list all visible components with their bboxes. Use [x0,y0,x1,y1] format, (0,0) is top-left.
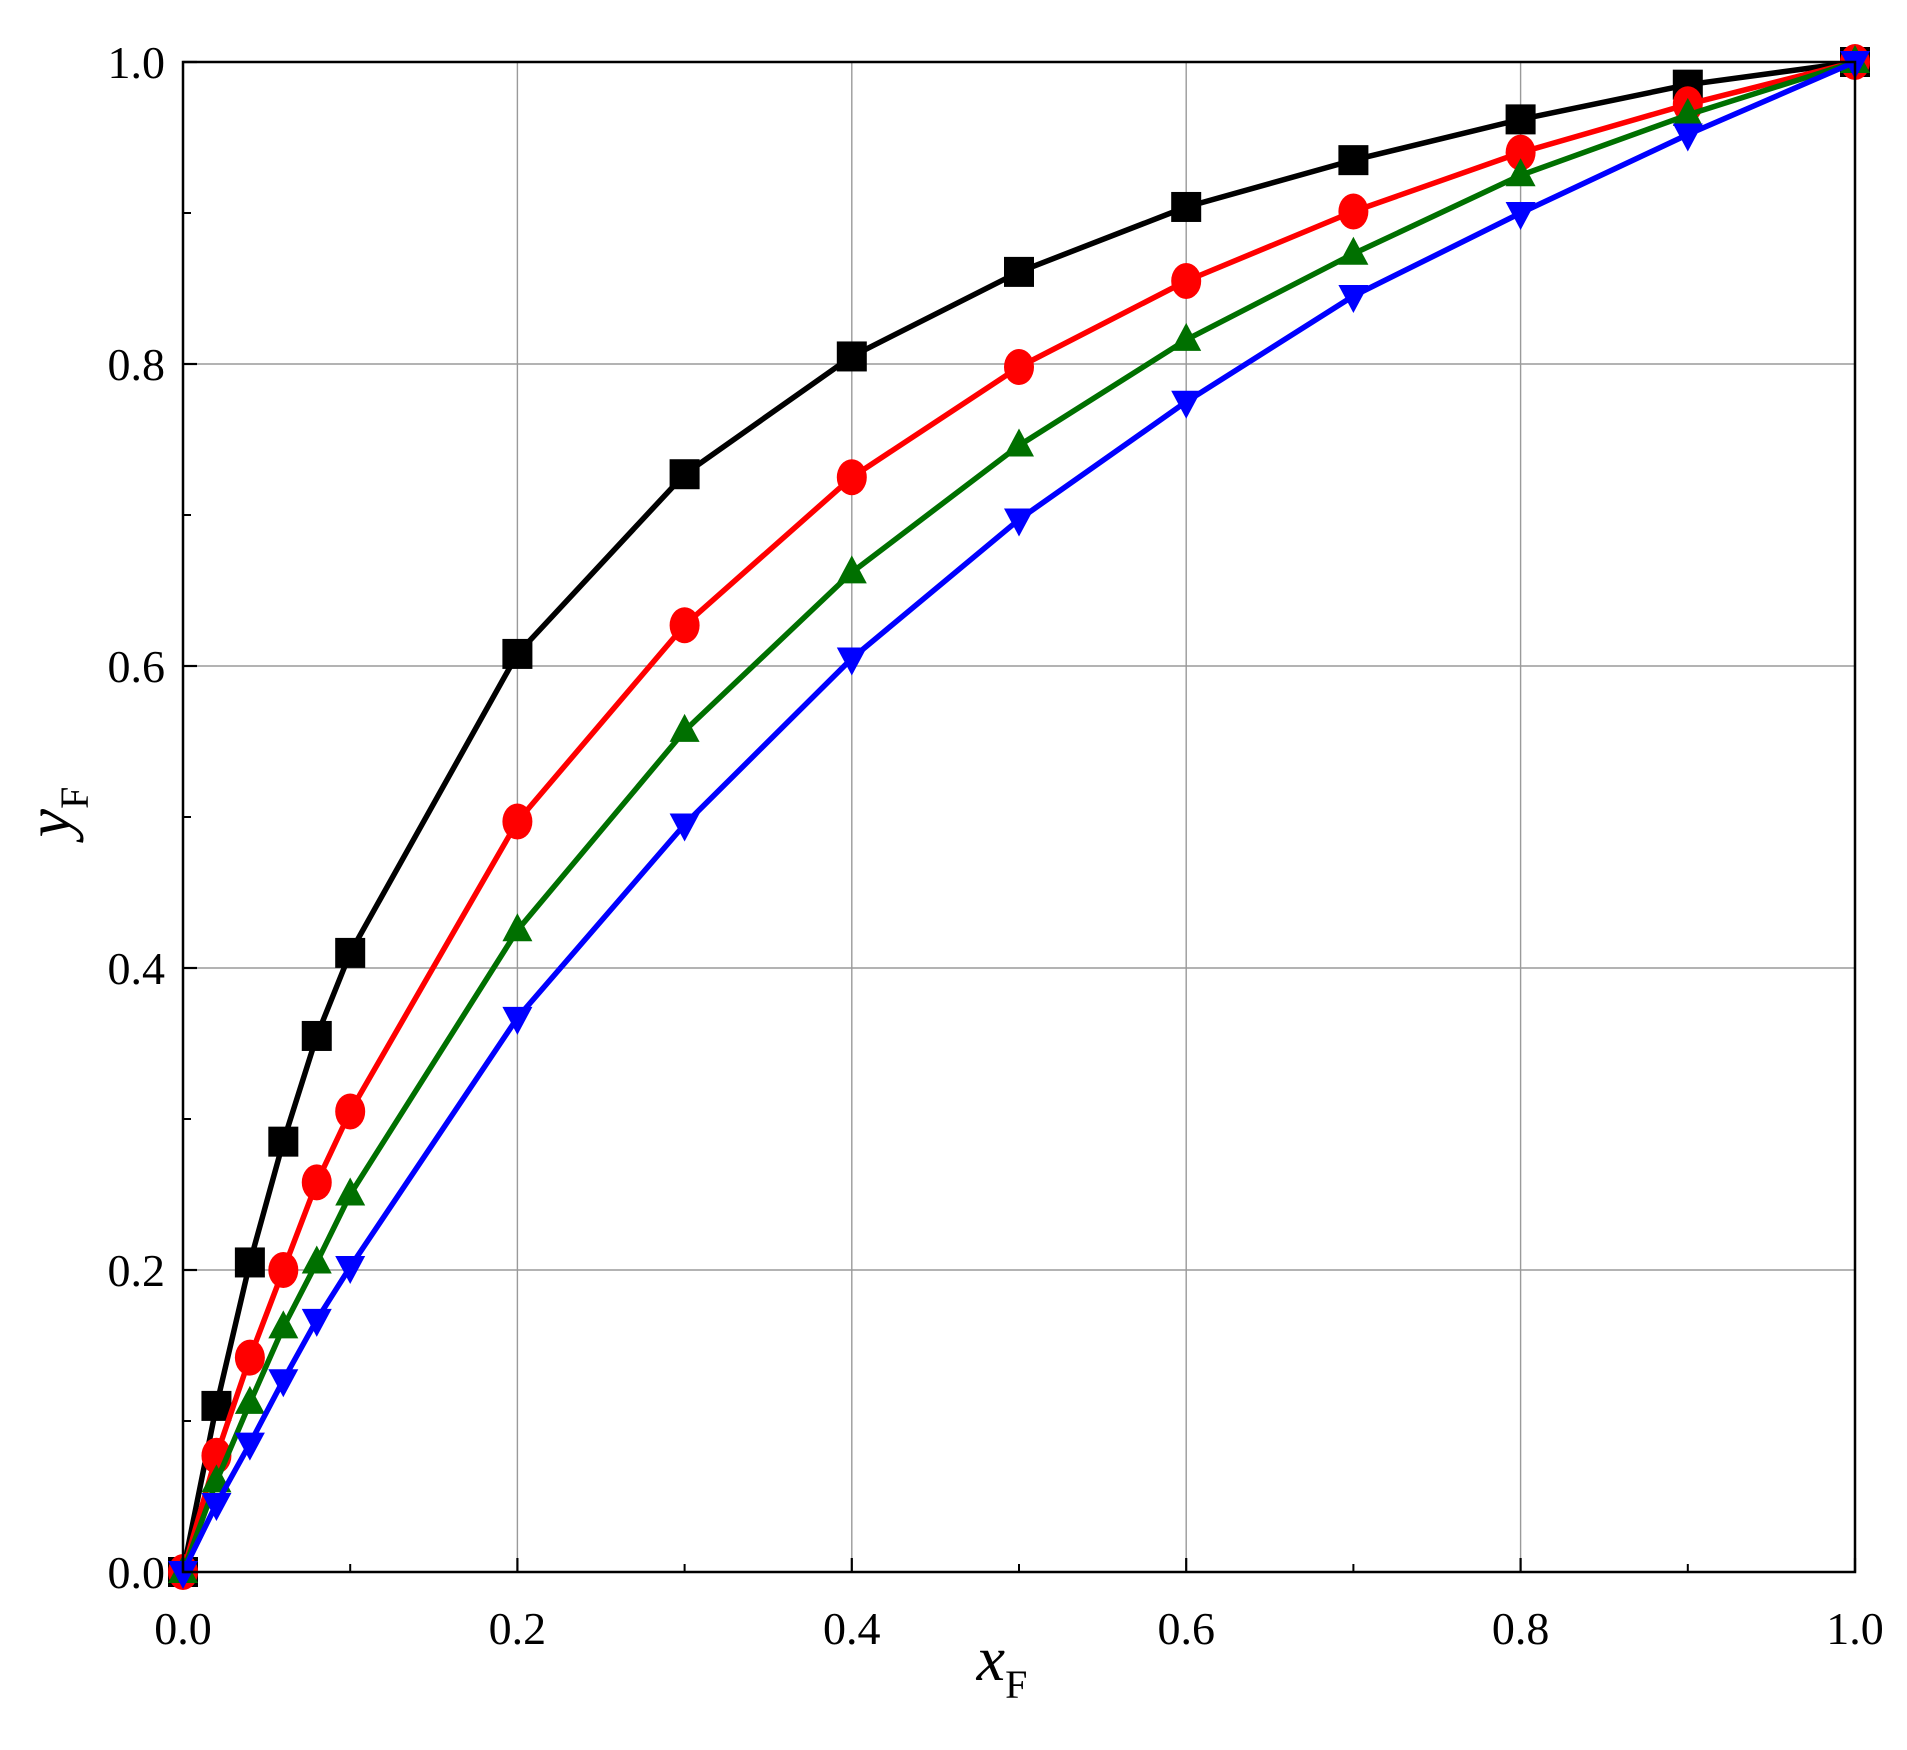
series-3-point [335,1177,366,1206]
series-4-point [335,1255,366,1284]
series-4-point [1338,285,1369,314]
y-axis-title: yF [13,787,97,844]
x-axis-title: xF [976,1623,1028,1707]
series-1-point [1505,104,1536,135]
y-axis-title-main: y [13,808,84,843]
x-tick-label: 1.0 [1826,1603,1884,1654]
series-4-point [201,1493,232,1522]
series-2-point [301,1164,332,1201]
series-2-point [669,607,700,644]
series-2-point [268,1252,299,1288]
series-4-point [502,1006,533,1035]
series-1-point [669,459,700,490]
series-line-2 [180,59,1858,1575]
series-4-point [301,1308,332,1337]
series-4-point [268,1369,299,1398]
series-4-point [1505,202,1536,230]
series-2-point [234,1339,265,1376]
series-layer [168,44,1870,1590]
series-2-point [1338,193,1369,230]
series-1-point [234,1247,265,1278]
series-2-point [502,803,533,840]
y-tick-label: 0.2 [108,1245,166,1296]
series-1-point [1338,145,1369,176]
series-3-point [1505,158,1536,187]
series-4-point [234,1432,265,1461]
series-3-point [1171,322,1202,351]
series-4-point [669,813,700,842]
series-2-point [1505,134,1536,171]
series-3-point [1672,97,1703,126]
series-1-point [1004,256,1034,287]
series-4-point [836,647,867,676]
x-tick-label: 0.0 [154,1603,212,1654]
y-tick-label: 0.8 [108,339,166,390]
series-3-point [669,713,700,742]
series-1-point [335,937,366,968]
series-1-point [1171,191,1202,222]
x-tick-label: 0.8 [1492,1603,1550,1654]
series-3-point [1004,428,1034,457]
series-line-4 [180,59,1858,1575]
y-tick-label: 1.0 [108,37,166,88]
series-line-3 [180,59,1858,1575]
x-axis-title-sub: F [1005,1662,1027,1707]
series-2-point [1171,262,1202,299]
y-tick-label: 0.0 [108,1547,166,1598]
series-3-point [268,1310,299,1339]
series-4-point [1004,508,1034,537]
series-1-point [301,1020,332,1051]
series-3-point [836,555,867,584]
series-2-point [836,459,867,496]
series-3-point [502,913,533,942]
series-4-point [1672,123,1703,152]
x-tick-label: 0.2 [489,1603,547,1654]
grid-layer [183,62,1855,1572]
series-3-point [234,1385,265,1414]
x-tick-label: 0.6 [1157,1603,1215,1654]
series-1-point [836,341,867,372]
series-1-point [502,638,533,669]
series-4-point [1171,390,1202,419]
series-2-point [335,1093,366,1130]
plot-frame [181,60,1857,1574]
series-1-point [268,1126,299,1157]
plot-border [181,60,1857,1574]
tick-labels: 0.0 0.2 0.4 0.6 0.8 1.0 0.0 0.2 0.4 0.6 0.8 1.0 [108,37,1884,1654]
y-tick-label: 0.6 [108,641,166,692]
series-1-point [201,1390,232,1421]
series-3-point [301,1245,332,1274]
series-3-point [1338,236,1369,265]
series-4-point [168,1561,198,1589]
y-axis-title-sub: F [52,787,97,809]
series-line-1 [180,59,1858,1575]
x-tick-label: 0.4 [823,1603,881,1654]
y-tick-label: 0.4 [108,943,166,994]
series-2-point [1004,349,1034,386]
x-axis-title-main: x [976,1623,1005,1694]
